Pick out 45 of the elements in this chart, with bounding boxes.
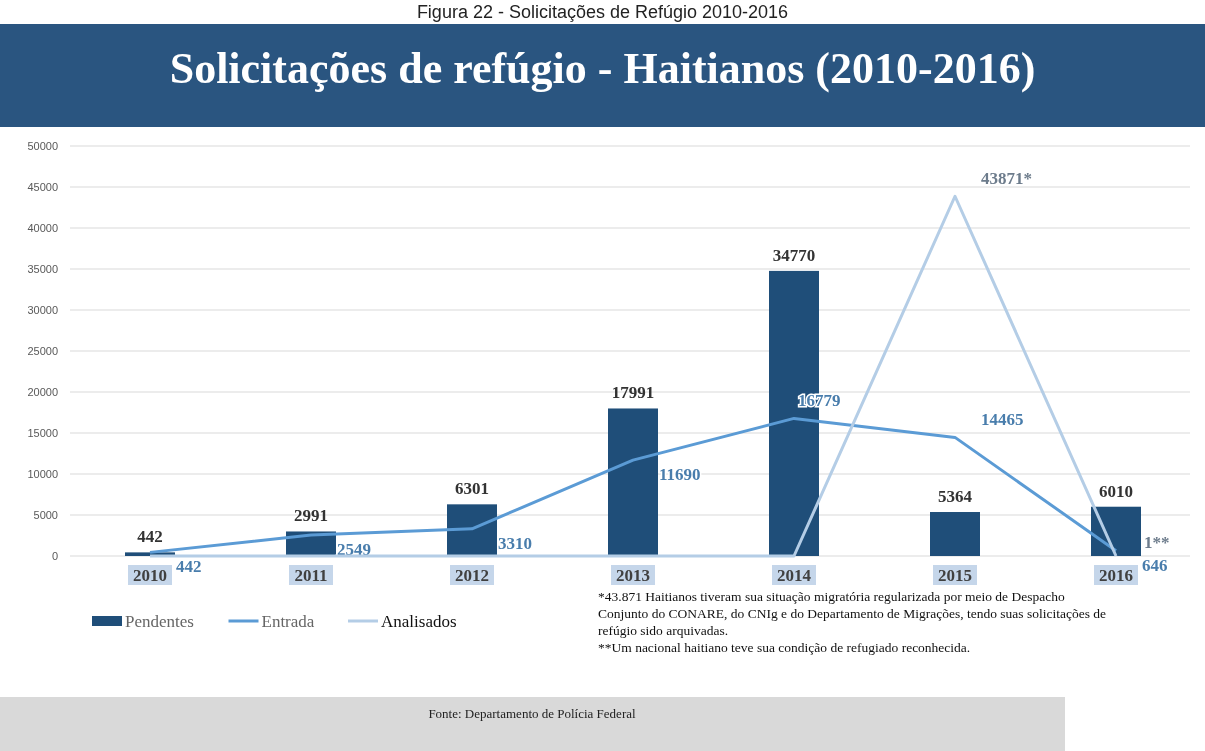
data-label: 5364 [938, 487, 973, 507]
data-label: 17991 [611, 383, 655, 403]
bar [1091, 506, 1141, 556]
source-note: Fonte: Departamento de Polícia Federal [428, 706, 636, 721]
data-label: 34770 [772, 245, 816, 265]
chart-title: Solicitações de refúgio - Haitianos (2010-2016) [169, 44, 1036, 93]
legend-label: Analisados [381, 612, 457, 631]
data-label: 2549 [337, 540, 371, 560]
x-tick-label: 2016 [1099, 566, 1133, 585]
x-tick-label: 2015 [938, 566, 972, 585]
data-label: 2991 [294, 506, 328, 526]
y-tick-label: 30000 [27, 304, 58, 316]
x-tick-label: 2011 [294, 566, 328, 585]
y-tick-label: 5000 [33, 509, 58, 521]
bar [447, 504, 497, 556]
x-tick-label: 2014 [777, 566, 812, 585]
x-tick-label: 2010 [133, 566, 167, 585]
y-tick-label: 20000 [27, 386, 58, 398]
data-label: 442 [137, 527, 163, 547]
data-label: 3310 [498, 533, 532, 553]
y-tick-label: 45000 [27, 181, 58, 193]
legend-label: Pendentes [125, 612, 194, 631]
text: **Um nacional haitiano teve sua condição de refugiado reconhecida. [598, 640, 971, 655]
y-tick-label: 35000 [27, 263, 58, 275]
y-tick-label: 25000 [27, 345, 58, 357]
y-tick-label: 15000 [27, 427, 58, 439]
y-tick-label: 40000 [27, 222, 58, 234]
y-tick-label: 0 [51, 550, 58, 562]
data-label: 646 [1142, 555, 1168, 575]
x-tick-label: 2012 [455, 566, 489, 585]
data-label: 11690 [659, 465, 701, 485]
data-label: 1** [1144, 532, 1170, 552]
data-label: 14465 [981, 410, 1024, 430]
bar [608, 408, 658, 556]
legend-label: Entrada [261, 612, 315, 631]
chart-subtitle: Figura 22 - Solicitações de Refúgio 2010-2016 [416, 2, 789, 22]
y-tick-label: 10000 [27, 468, 58, 480]
data-label: 442 [176, 557, 202, 577]
data-label: 6301 [455, 479, 489, 499]
bar [930, 512, 980, 556]
y-tick-label: 50000 [27, 140, 58, 152]
data-label: 43871* [981, 169, 1032, 189]
data-label: 6010 [1099, 481, 1133, 501]
text: *43.871 Haitianos tiveram sua situação migratória regularizada por meio de Despacho Conjunto do CONARE, do CNIg e do Departamento de Migrações, tendo suas solicitações de refúgio sido arquivadas. [598, 589, 1107, 638]
x-tick-label: 2013 [616, 566, 650, 585]
